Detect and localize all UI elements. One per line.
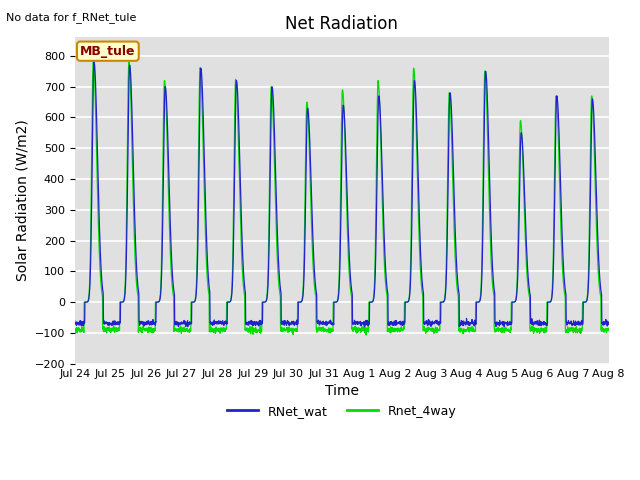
RNet_wat — [360, 324, 368, 330]
Legend: RNet_wat, Rnet_4way: RNet_wat, Rnet_4way — [222, 400, 461, 423]
Y-axis label: Solar Radiation (W/m2): Solar Radiation (W/m2) — [15, 120, 29, 281]
Rnet_4way — [369, 298, 377, 303]
Rnet_4way — [220, 325, 228, 331]
Rnet_4way — [497, 326, 505, 332]
Rnet_4way — [573, 326, 580, 332]
Rnet_4way — [362, 332, 370, 338]
RNet_wat — [369, 298, 377, 304]
Line: RNet_wat: RNet_wat — [75, 62, 609, 327]
RNet_wat — [220, 323, 228, 328]
Text: No data for f_RNet_tule: No data for f_RNet_tule — [6, 12, 137, 23]
Title: Net Radiation: Net Radiation — [285, 15, 398, 33]
Text: MB_tule: MB_tule — [80, 45, 136, 58]
Rnet_4way — [90, 56, 97, 62]
Rnet_4way — [71, 327, 79, 333]
Rnet_4way — [357, 328, 365, 334]
RNet_wat — [573, 320, 580, 325]
Line: Rnet_4way: Rnet_4way — [75, 59, 609, 335]
RNet_wat — [357, 321, 365, 327]
RNet_wat — [497, 320, 505, 325]
Rnet_4way — [605, 326, 612, 332]
X-axis label: Time: Time — [324, 384, 359, 398]
RNet_wat — [605, 322, 612, 327]
RNet_wat — [90, 59, 98, 65]
Rnet_4way — [558, 256, 566, 262]
RNet_wat — [558, 229, 566, 235]
RNet_wat — [71, 318, 79, 324]
